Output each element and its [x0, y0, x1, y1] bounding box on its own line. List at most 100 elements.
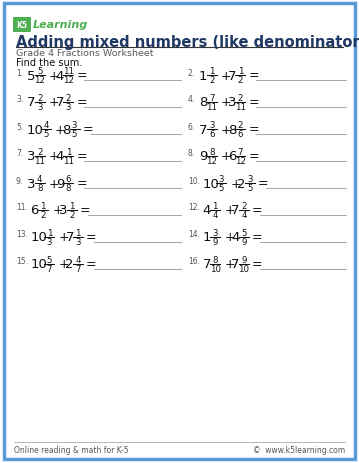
Text: 7: 7 — [202, 258, 211, 271]
Text: +: + — [221, 96, 231, 109]
Text: 8.: 8. — [188, 149, 195, 158]
Text: 3: 3 — [37, 103, 42, 112]
Text: 2: 2 — [69, 211, 75, 220]
Text: +: + — [224, 258, 235, 271]
Text: 9: 9 — [199, 150, 208, 163]
Text: 9: 9 — [56, 177, 64, 190]
Text: 11.: 11. — [16, 203, 28, 212]
Text: 1: 1 — [209, 67, 214, 75]
Text: 3: 3 — [47, 238, 52, 247]
Text: 7: 7 — [56, 96, 64, 109]
Text: =: = — [252, 231, 262, 244]
Text: K5: K5 — [17, 21, 28, 30]
Text: =: = — [83, 123, 93, 136]
Text: Grade 4 Fractions Worksheet: Grade 4 Fractions Worksheet — [16, 50, 154, 58]
Text: 3: 3 — [27, 150, 36, 163]
Text: +: + — [230, 177, 241, 190]
Text: =: = — [248, 123, 259, 136]
Text: 7.: 7. — [16, 149, 23, 158]
FancyBboxPatch shape — [13, 18, 31, 33]
Text: 3: 3 — [209, 120, 214, 130]
Text: 6: 6 — [238, 130, 243, 139]
Text: 10: 10 — [31, 231, 47, 244]
Text: +: + — [221, 150, 231, 163]
Text: =: = — [248, 150, 259, 163]
Text: 8: 8 — [209, 147, 214, 156]
Text: +: + — [52, 204, 63, 217]
Text: 14.: 14. — [188, 230, 200, 239]
Text: 4: 4 — [56, 150, 64, 163]
Text: 2: 2 — [238, 120, 243, 130]
Text: 2: 2 — [209, 76, 214, 85]
Text: 3: 3 — [228, 96, 236, 109]
Text: 10: 10 — [238, 265, 250, 274]
Text: 6: 6 — [209, 130, 214, 139]
Text: 8: 8 — [37, 184, 42, 193]
Text: 1: 1 — [47, 228, 52, 237]
Text: 9: 9 — [241, 238, 247, 247]
Text: =: = — [248, 69, 259, 82]
Text: 7: 7 — [209, 94, 214, 102]
Text: 15.: 15. — [16, 257, 28, 266]
Text: 3: 3 — [247, 175, 253, 183]
Text: 13.: 13. — [16, 230, 28, 239]
Text: 2: 2 — [241, 201, 247, 210]
Text: 5: 5 — [241, 228, 247, 237]
Text: 9: 9 — [241, 255, 247, 264]
Text: 7: 7 — [238, 147, 243, 156]
Text: =: = — [76, 69, 87, 82]
Text: 3.: 3. — [16, 95, 23, 104]
Text: 4: 4 — [202, 204, 211, 217]
Text: 5.: 5. — [16, 122, 23, 131]
Text: =: = — [248, 96, 259, 109]
Text: 1: 1 — [199, 69, 208, 82]
Text: 12: 12 — [206, 157, 217, 166]
Text: 8: 8 — [62, 123, 70, 136]
Text: 8: 8 — [199, 96, 208, 109]
Text: 5: 5 — [72, 130, 77, 139]
Text: Learning: Learning — [33, 20, 88, 31]
Text: 4.: 4. — [188, 95, 195, 104]
Text: +: + — [55, 123, 66, 136]
Text: 9: 9 — [213, 238, 218, 247]
Text: =: = — [76, 96, 87, 109]
Text: 7: 7 — [231, 204, 240, 217]
Text: +: + — [221, 69, 231, 82]
Text: 2: 2 — [238, 94, 243, 102]
Text: 3: 3 — [219, 175, 224, 183]
Text: 4: 4 — [75, 255, 81, 264]
Text: 10: 10 — [210, 265, 221, 274]
Text: 7: 7 — [27, 96, 36, 109]
Text: 2: 2 — [37, 147, 42, 156]
Text: 11: 11 — [63, 157, 74, 166]
Text: 11: 11 — [34, 157, 45, 166]
Text: 5: 5 — [37, 67, 42, 75]
Text: =: = — [252, 258, 262, 271]
Text: 7: 7 — [231, 258, 240, 271]
Text: 8: 8 — [66, 184, 71, 193]
Text: 7: 7 — [75, 265, 81, 274]
Text: 4: 4 — [37, 175, 42, 183]
Text: 4: 4 — [231, 231, 239, 244]
Text: 10: 10 — [27, 123, 44, 136]
Text: 2: 2 — [37, 94, 42, 102]
Text: 3: 3 — [72, 120, 77, 130]
Text: +: + — [59, 231, 69, 244]
Text: 5: 5 — [43, 130, 49, 139]
Text: Adding mixed numbers (like denominators): Adding mixed numbers (like denominators) — [16, 34, 359, 50]
Text: =: = — [80, 204, 90, 217]
Text: +: + — [221, 123, 231, 136]
Text: 10.: 10. — [188, 176, 200, 185]
Text: 10: 10 — [202, 177, 219, 190]
Text: 4: 4 — [56, 69, 64, 82]
Text: 1: 1 — [213, 201, 218, 210]
Text: +: + — [49, 177, 59, 190]
Text: +: + — [49, 96, 59, 109]
Text: 6.: 6. — [188, 122, 195, 131]
Text: 12: 12 — [63, 76, 74, 85]
Text: 5: 5 — [219, 184, 224, 193]
Text: 11: 11 — [235, 103, 246, 112]
Text: 11: 11 — [206, 103, 217, 112]
Text: 12: 12 — [235, 157, 246, 166]
Text: 1: 1 — [75, 228, 81, 237]
